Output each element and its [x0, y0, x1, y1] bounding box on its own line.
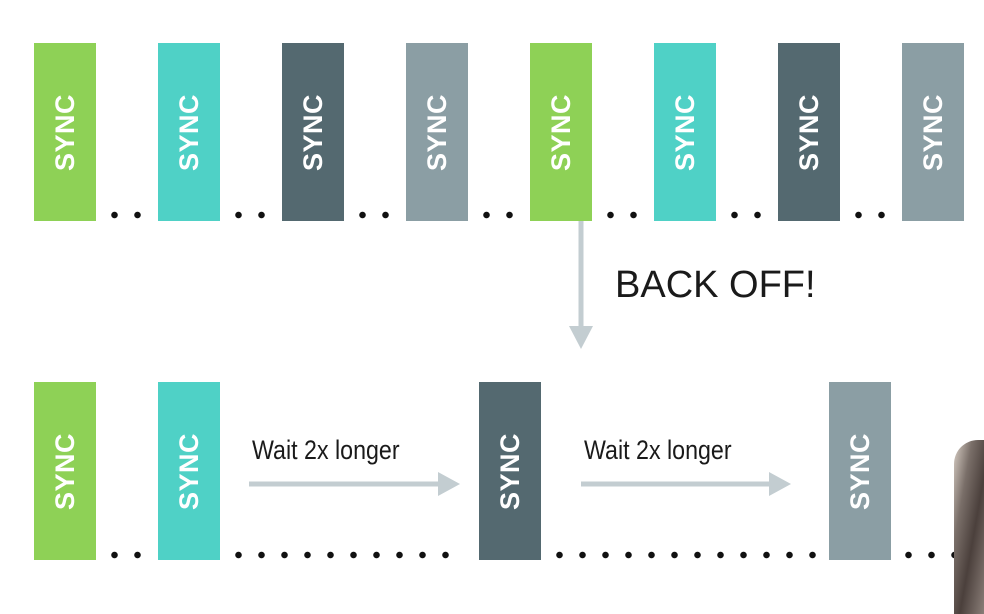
dotted-gap: [103, 550, 149, 560]
sync-bar-top-2: SYNC: [158, 43, 220, 221]
dotted-gap: [103, 210, 149, 220]
dotted-gap: [847, 210, 893, 220]
sync-bar-top-8: SYNC: [902, 43, 964, 221]
sync-bar-top-6: SYNC: [654, 43, 716, 221]
wait-arrow-1-icon: [249, 472, 460, 496]
dotted-gap: [227, 210, 273, 220]
sync-bar-bottom-4: SYNC: [829, 382, 891, 560]
sync-bar-bottom-3: SYNC: [479, 382, 541, 560]
dotted-gap: [548, 550, 824, 560]
sync-label: SYNC: [844, 432, 875, 510]
sync-bar-top-5: SYNC: [530, 43, 592, 221]
back-off-arrow-icon: [569, 221, 593, 349]
presenter-silhouette-icon: [954, 440, 984, 614]
dotted-gap: [475, 210, 521, 220]
sync-label: SYNC: [494, 432, 525, 510]
sync-bar-bottom-1: SYNC: [34, 382, 96, 560]
wait-label: Wait 2x longer: [252, 435, 400, 465]
sync-bar-top-7: SYNC: [778, 43, 840, 221]
back-off-label: BACK OFF!: [615, 264, 816, 306]
dotted-gap: [351, 210, 397, 220]
wait-arrow-2-icon: [581, 472, 791, 496]
sync-label: SYNC: [173, 432, 204, 510]
dotted-gap: [897, 550, 957, 560]
dotted-gap: [723, 210, 769, 220]
dotted-gap: [227, 550, 457, 560]
sync-bar-top-4: SYNC: [406, 43, 468, 221]
dotted-gap: [599, 210, 645, 220]
sync-bar-top-1: SYNC: [34, 43, 96, 221]
sync-bar-bottom-2: SYNC: [158, 382, 220, 560]
wait-label: Wait 2x longer: [584, 435, 732, 465]
sync-bar-top-3: SYNC: [282, 43, 344, 221]
sync-label: SYNC: [49, 432, 80, 510]
